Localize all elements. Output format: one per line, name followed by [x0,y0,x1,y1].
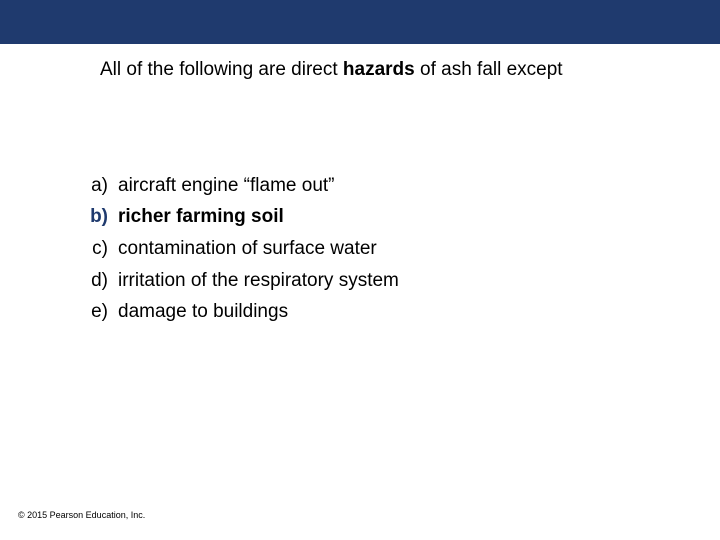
option-text: contamination of surface water [118,236,690,262]
option-text: aircraft engine “flame out” [118,173,690,199]
copyright-text: © 2015 Pearson Education, Inc. [18,510,145,520]
option-letter: a) [86,173,118,199]
question-suffix: of ash fall except [415,59,563,80]
option-a: a) aircraft engine “flame out” [86,173,690,199]
question-prefix: All of the following are direct [100,59,343,80]
question-bold-word: hazards [343,59,415,80]
option-text: damage to buildings [118,299,690,325]
option-text: irritation of the respiratory system [118,268,690,294]
header-bar [0,0,720,44]
option-c: c) contamination of surface water [86,236,690,262]
option-e: e) damage to buildings [86,299,690,325]
option-letter: b) [86,204,118,230]
option-b: b) richer farming soil [86,204,690,230]
option-letter: d) [86,268,118,294]
options-list: a) aircraft engine “flame out” b) richer… [0,83,720,325]
option-text: richer farming soil [118,204,690,230]
option-letter: c) [86,236,118,262]
option-letter: e) [86,299,118,325]
question-text: All of the following are direct hazards … [0,44,720,83]
option-d: d) irritation of the respiratory system [86,268,690,294]
